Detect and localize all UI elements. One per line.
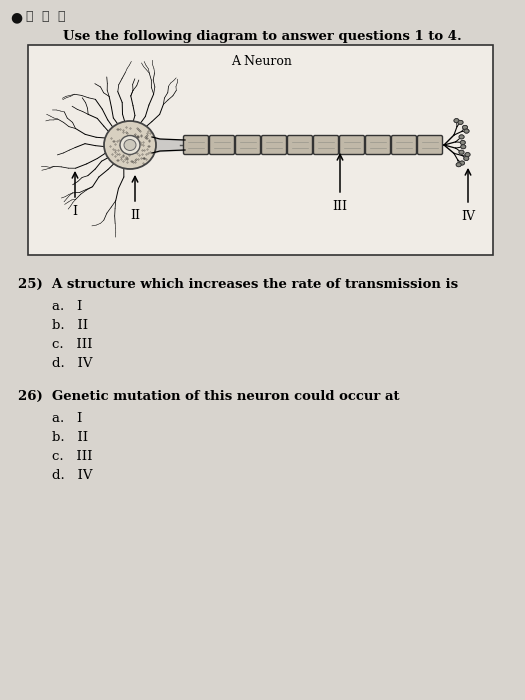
Text: Use the following diagram to answer questions 1 to 4.: Use the following diagram to answer ques… — [62, 30, 461, 43]
Ellipse shape — [456, 162, 461, 167]
Ellipse shape — [460, 141, 465, 144]
Ellipse shape — [465, 153, 470, 157]
FancyBboxPatch shape — [417, 136, 443, 155]
Text: c.   III: c. III — [52, 450, 92, 463]
Ellipse shape — [459, 135, 464, 139]
Ellipse shape — [461, 145, 466, 149]
Text: b.   II: b. II — [52, 431, 88, 444]
Text: A Neuron: A Neuron — [232, 55, 292, 68]
FancyBboxPatch shape — [392, 136, 416, 155]
Ellipse shape — [459, 161, 465, 165]
Ellipse shape — [120, 136, 140, 155]
Ellipse shape — [461, 145, 466, 149]
FancyBboxPatch shape — [313, 136, 339, 155]
Bar — [28, 45, 493, 255]
Text: d.   IV: d. IV — [52, 469, 92, 482]
Text: III: III — [332, 200, 348, 213]
FancyBboxPatch shape — [261, 136, 287, 155]
FancyBboxPatch shape — [340, 136, 364, 155]
Ellipse shape — [124, 139, 136, 150]
Ellipse shape — [464, 129, 469, 133]
Text: I: I — [72, 205, 78, 218]
Ellipse shape — [104, 121, 156, 169]
Text: 25)  A structure which increases the rate of transmission is: 25) A structure which increases the rate… — [18, 278, 458, 291]
Ellipse shape — [464, 129, 469, 133]
Ellipse shape — [459, 150, 464, 154]
Ellipse shape — [463, 125, 468, 130]
Ellipse shape — [458, 120, 463, 125]
FancyBboxPatch shape — [365, 136, 391, 155]
FancyBboxPatch shape — [288, 136, 312, 155]
Text: b.   II: b. II — [52, 319, 88, 332]
Ellipse shape — [459, 150, 464, 154]
Text: ●: ● — [10, 10, 22, 24]
Ellipse shape — [459, 161, 465, 165]
Ellipse shape — [464, 157, 469, 160]
Ellipse shape — [454, 119, 459, 122]
Text: c.   III: c. III — [52, 338, 92, 351]
Text: ⓓ: ⓓ — [57, 10, 65, 23]
Ellipse shape — [464, 157, 469, 160]
Text: ⓒ: ⓒ — [41, 10, 48, 23]
Text: ⓑ: ⓑ — [25, 10, 33, 23]
Ellipse shape — [458, 120, 463, 125]
FancyBboxPatch shape — [209, 136, 235, 155]
Ellipse shape — [456, 162, 461, 167]
Text: a.   I: a. I — [52, 412, 82, 425]
Text: d.   IV: d. IV — [52, 357, 92, 370]
Ellipse shape — [459, 135, 464, 139]
FancyBboxPatch shape — [184, 136, 208, 155]
Ellipse shape — [460, 141, 465, 144]
FancyBboxPatch shape — [236, 136, 260, 155]
Ellipse shape — [454, 119, 459, 122]
Text: a.   I: a. I — [52, 300, 82, 313]
Text: II: II — [130, 209, 140, 222]
Ellipse shape — [463, 125, 468, 130]
Ellipse shape — [465, 153, 470, 157]
Text: 26)  Genetic mutation of this neuron could occur at: 26) Genetic mutation of this neuron coul… — [18, 390, 400, 403]
Text: IV: IV — [461, 210, 475, 223]
